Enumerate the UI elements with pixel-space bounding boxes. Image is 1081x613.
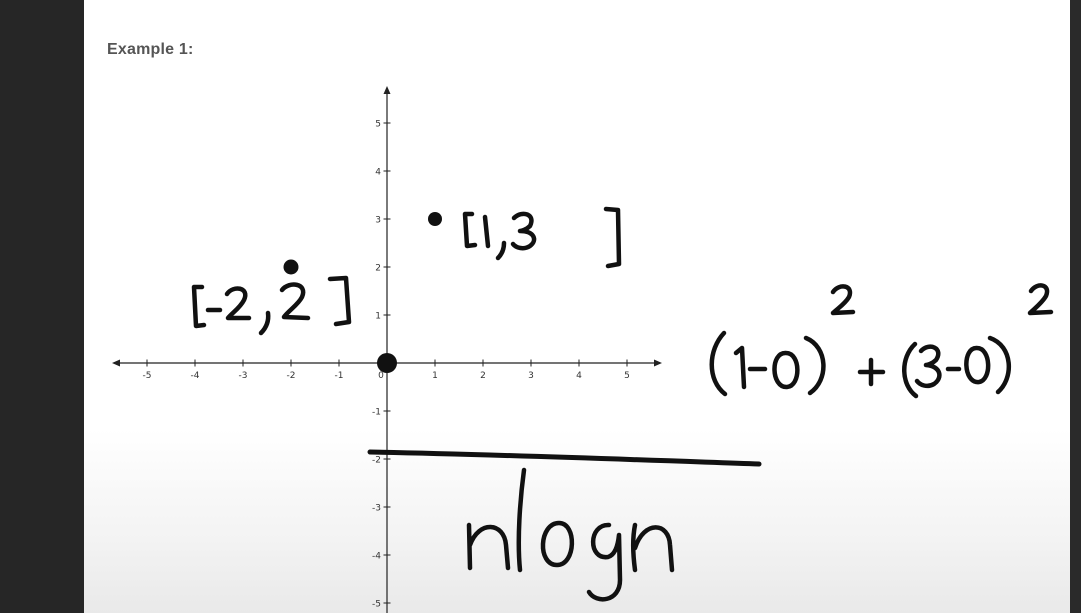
left-sidebar-dark <box>0 0 84 613</box>
x-tick-label: 5 <box>624 371 630 381</box>
x-tick-label: 0 <box>378 371 384 381</box>
handwritten-nlogn: nlogn <box>466 467 675 602</box>
y-tick-label: 3 <box>375 216 381 226</box>
x-tick-label: -4 <box>191 371 200 381</box>
x-axis-arrow-right <box>654 359 662 367</box>
coordinate-graph: -5 -4 -3 -2 -1 0 1 2 3 4 5 5 4 3 2 1 -1 -2 -3 -4 -5 [1,3] [-… <box>112 86 1054 613</box>
document-page: Example 1: -5 -4 -3 -2 -1 0 1 2 3 4 5 5 4 3 2 1 -1 -2 -3 -4… <box>84 0 1070 613</box>
y-tick-label: 5 <box>375 120 381 130</box>
plotted-points <box>283 212 442 373</box>
x-tick-label: 3 <box>528 371 534 381</box>
y-tick-label: -4 <box>372 552 381 562</box>
right-edge-dark <box>1070 0 1081 613</box>
x-tick-label: 1 <box>432 371 438 381</box>
origin-dot <box>377 353 397 373</box>
handwritten-label-1-3: [1,3] <box>462 206 622 269</box>
x-tick-label: -3 <box>239 371 248 381</box>
x-tick-label: -1 <box>335 371 344 381</box>
x-tick-label: 2 <box>480 371 486 381</box>
point-1-3-dot <box>428 212 442 226</box>
y-tick-label: -5 <box>372 600 381 610</box>
y-tick-label: 4 <box>375 168 381 178</box>
y-tick-label: 2 <box>375 264 381 274</box>
y-tick-label: -3 <box>372 504 381 514</box>
axis-ticks: -5 -4 -3 -2 -1 0 1 2 3 4 5 5 4 3 2 1 -1 -2 -3 -4 -5 <box>143 120 630 610</box>
y-tick-label: 1 <box>375 312 381 322</box>
y-tick-label: -1 <box>372 408 381 418</box>
y-axis-arrow-up <box>383 86 391 94</box>
x-axis-arrow-left <box>112 359 120 367</box>
x-tick-label: -2 <box>287 371 296 381</box>
example-heading: Example 1: <box>107 41 194 58</box>
handwritten-fraction-bar <box>367 449 762 467</box>
handwritten-distance-formula: (1-0)^2+(3-0)^2 <box>709 283 1054 399</box>
point-neg2-2-dot <box>283 259 299 275</box>
handwritten-label-neg2-2: [-2,2] <box>191 275 352 336</box>
x-tick-label: -5 <box>143 371 152 381</box>
y-tick-label: -2 <box>372 456 381 466</box>
x-tick-label: 4 <box>576 371 582 381</box>
